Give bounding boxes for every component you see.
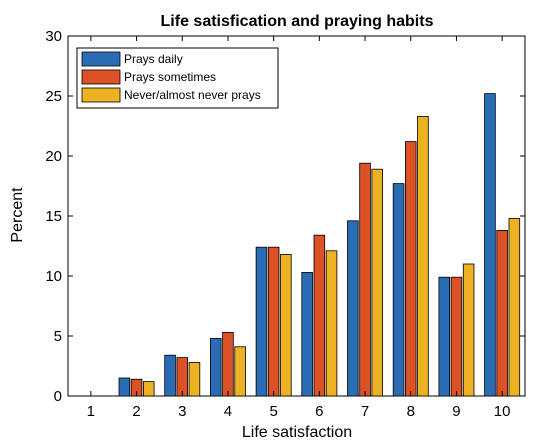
legend-label: Prays daily [124,52,183,66]
x-tick-label: 5 [269,403,277,420]
legend-label: Never/almost never prays [124,88,261,102]
x-axis-label: Life satisfaction [242,424,352,441]
legend-label: Prays sometimes [124,70,216,84]
x-tick-label: 2 [132,403,140,420]
bar-1-6 [301,271,313,397]
bar-1-2 [118,377,131,397]
x-tick-label: 7 [361,403,369,420]
x-tick-label: 10 [494,403,511,420]
bar-1-7 [347,220,359,397]
bar-2-5 [267,246,280,397]
y-tick-label: 20 [45,148,62,165]
bar-2-7 [359,162,371,397]
bar-3-4 [234,346,246,397]
legend-swatch [81,87,121,103]
bar-3-3 [188,361,201,397]
bar-1-10 [484,93,496,397]
x-tick-label: 8 [407,403,415,420]
bar-3-8 [417,116,429,397]
bar-3-10 [508,217,521,397]
x-tick-label: 9 [452,403,460,420]
bar-3-9 [462,263,475,397]
y-tick-label: 0 [54,388,62,405]
bar-3-7 [371,168,383,397]
bar-3-5 [280,253,292,397]
bar-2-4 [222,331,234,397]
bar-1-8 [392,183,405,397]
x-tick-label: 3 [178,403,186,420]
plot-area: 0 5 10 15 20 25 30 1 2 3 4 5 6 7 8 9 10 [45,28,526,420]
x-tick-label: 4 [224,403,232,420]
bar-2-9 [450,276,463,397]
legend-swatch [81,51,121,67]
bar-2-3 [176,357,189,397]
chart-title: Life satisfication and praying habits [161,13,434,30]
bar-1-4 [210,337,222,397]
bar-3-2 [142,381,155,397]
y-tick-label: 15 [45,208,62,225]
bar-2-10 [496,229,508,397]
x-tick-label: 1 [87,403,95,420]
y-tick-label: 30 [45,28,62,45]
y-tick-label: 25 [45,88,62,105]
y-tick-label: 10 [45,268,62,285]
bar-3-6 [325,250,338,397]
legend: Prays daily Prays sometimes Never/almost n… [76,47,279,109]
y-axis-label: Percent [9,187,26,243]
bar-1-5 [255,246,268,397]
bar-1-3 [164,354,176,397]
x-tick-label: 6 [315,403,323,420]
y-tick-label: 5 [54,328,62,345]
legend-swatch [81,69,121,85]
bar-2-8 [404,141,417,397]
bar-2-6 [313,234,326,397]
bar-1-9 [438,276,451,397]
